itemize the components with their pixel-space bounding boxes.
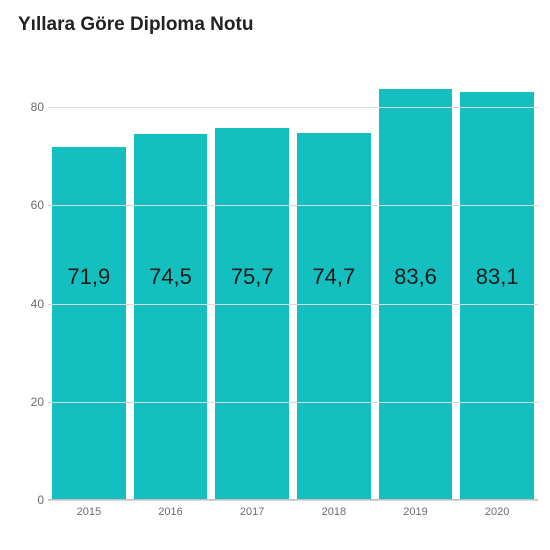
y-axis-tick-label: 40 [14,297,44,311]
bar-slot: 74,7 [293,58,375,500]
bar-value-label: 74,7 [312,264,355,290]
bar-slot: 83,6 [375,58,457,500]
x-axis-tick-label: 2020 [485,506,509,518]
grid-line [48,402,538,403]
grid-line [48,107,538,108]
y-axis-tick-label: 0 [14,493,44,507]
bar-slot: 71,9 [48,58,130,500]
y-axis-tick-label: 80 [14,100,44,114]
bar-value-label: 74,5 [149,264,192,290]
bars-container: 71,9 74,5 75,7 74,7 83,6 83,1 [48,58,538,500]
chart-title: Yıllara Göre Diploma Notu [18,14,253,36]
grid-line [48,205,538,206]
bar: 71,9 [52,147,126,500]
bar: 75,7 [215,128,289,500]
grid-line [48,304,538,305]
bar-value-label: 71,9 [67,264,110,290]
bar-slot: 74,5 [130,58,212,500]
plot-area: 71,9 74,5 75,7 74,7 83,6 83,1 [48,58,538,500]
bar: 83,6 [379,89,453,500]
bar: 83,1 [460,92,534,500]
x-axis-tick-label: 2018 [322,506,346,518]
bar-slot: 75,7 [211,58,293,500]
y-axis-tick-label: 60 [14,198,44,212]
x-axis-tick-label: 2016 [158,506,182,518]
y-axis-tick-label: 20 [14,395,44,409]
bar: 74,7 [297,133,371,500]
x-axis-tick-label: 2015 [77,506,101,518]
grid-line [48,500,538,501]
x-axis-tick-label: 2017 [240,506,264,518]
bar-value-label: 83,6 [394,264,437,290]
bar-value-label: 75,7 [231,264,274,290]
x-axis-tick-label: 2019 [403,506,427,518]
bar: 74,5 [134,134,208,500]
bar-value-label: 83,1 [476,264,519,290]
bar-slot: 83,1 [456,58,538,500]
